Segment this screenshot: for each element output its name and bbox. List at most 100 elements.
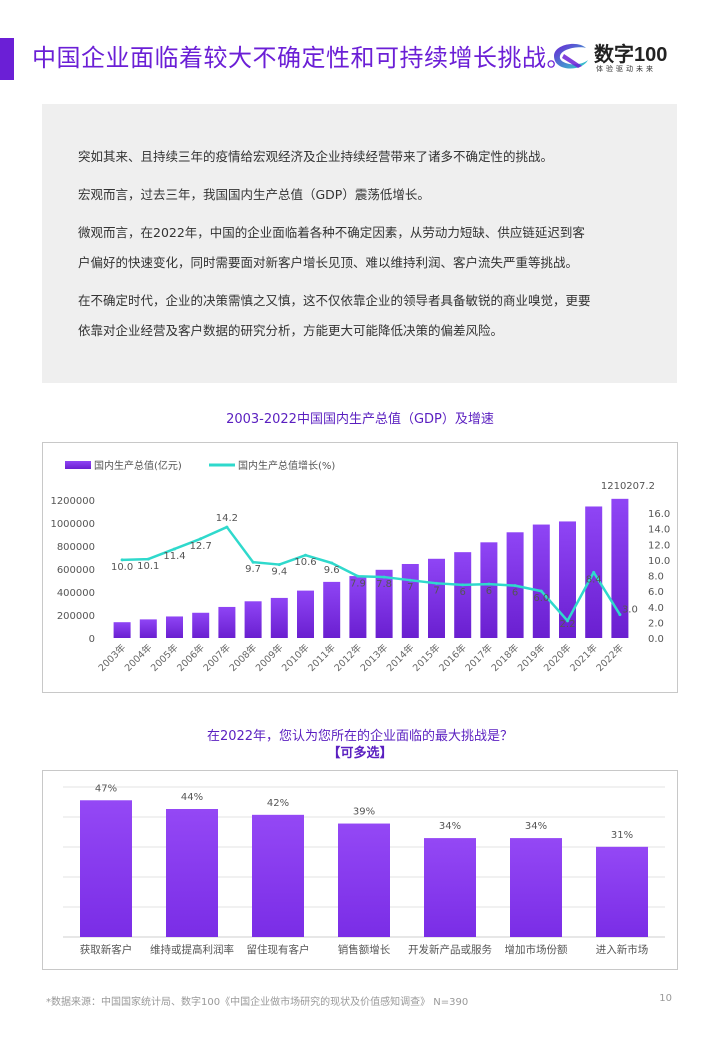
challenge-bar: [166, 809, 218, 937]
challenge-category-label: 增加市场份额: [505, 943, 568, 956]
x-tick-label: 2003年: [96, 641, 129, 674]
challenge-category-label: 获取新客户: [80, 943, 133, 956]
y-right-tick-label: 0.0: [648, 634, 664, 645]
intro-paragraph-4: 在不确定时代，企业的决策需慎之又慎，这不仅依靠企业的领导者具备敏锐的商业嗅觉，更…: [78, 286, 641, 346]
gdp-bar: [218, 606, 236, 638]
x-tick-label: 2022年: [594, 641, 627, 674]
growth-value-label: 12.7: [190, 541, 212, 552]
growth-value-label: 6.0: [533, 593, 549, 604]
brand-logo: 数字100 体验驱动未来: [548, 36, 678, 78]
y-left-tick-label: 0: [89, 634, 95, 645]
intro-paragraph-4-line-1: 在不确定时代，企业的决策需慎之又慎，这不仅依靠企业的领导者具备敏锐的商业嗅觉，更…: [78, 293, 591, 308]
growth-point: [382, 575, 386, 579]
challenge-value-label: 44%: [181, 792, 203, 803]
y-right-tick-label: 12.0: [648, 540, 670, 551]
growth-value-label: 3.0: [622, 605, 638, 616]
challenge-bar: [424, 838, 476, 937]
challenge-bar: [80, 800, 132, 937]
challenge-bar: [252, 814, 304, 937]
challenge-chart-frame: 47% 获取新客户 44% 维持或提高利润率 42% 留住现有客户 39% 销售额增长 34% 开…: [42, 770, 678, 970]
gdp-bar: [139, 619, 157, 638]
growth-value-label: 9.6: [324, 565, 340, 576]
y-left-tick-label: 400000: [57, 588, 95, 599]
growth-point: [304, 553, 307, 557]
growth-point: [330, 561, 334, 565]
challenge-chart: 47% 获取新客户 44% 维持或提高利润率 42% 留住现有客户 39% 销售额增长 34% 开…: [63, 783, 665, 956]
growth-value-label: 11.4: [163, 551, 185, 562]
y-right-tick-label: 2.0: [648, 618, 664, 629]
challenge-value-label: 31%: [611, 830, 633, 841]
growth-point: [592, 570, 596, 574]
growth-point: [120, 558, 124, 562]
x-tick-label: 2011年: [306, 641, 339, 674]
challenge-chart-subtitle: 【可多选】: [327, 746, 393, 761]
gdp-chart: 国内生产总值(亿元) 国内生产总值增长(%) 1200000 1000000 80000…: [50, 459, 670, 674]
x-tick-label: 2016年: [437, 641, 470, 674]
challenge-chart-title: 在2022年，您认为您所在的企业面临的最大挑战是？: [206, 729, 514, 744]
logo-text: 数字100: [594, 44, 668, 66]
gdp-bar: [480, 542, 498, 638]
x-tick-label: 2014年: [384, 641, 417, 674]
challenge-bar: [510, 838, 562, 937]
y-right-tick-label: 4.0: [648, 603, 664, 614]
growth-value-label: 6: [486, 586, 492, 597]
y-right-tick-label: 8.0: [648, 572, 664, 583]
y-right-tick-label: 16.0: [648, 509, 670, 520]
gdp-bar: [244, 601, 262, 638]
logo-slogan: 体验驱动未来: [596, 65, 656, 73]
title-accent-bar: [0, 38, 14, 80]
x-tick-label: 2013年: [358, 641, 391, 674]
challenge-value-label: 34%: [525, 821, 547, 832]
intro-paragraph-3-line-2: 户偏好的快速变化，同时需要面对新客户增长见顶、难以维持利润、客户流失严重等挑战。: [78, 255, 579, 270]
growth-value-label: 10.6: [294, 557, 316, 568]
y-left-tick-label: 600000: [57, 565, 95, 576]
growth-point: [225, 525, 229, 529]
x-tick-label: 2019年: [515, 641, 548, 674]
y-left-tick-label: 200000: [57, 611, 95, 622]
gdp-bar: [375, 569, 393, 638]
gdp-bar: [166, 616, 183, 638]
challenge-category-label: 进入新市场: [596, 943, 649, 956]
intro-text-box: 突如其来、且持续三年的疫情给宏观经济及企业持续经营带来了诸多不确定性的挑战。 宏…: [42, 104, 677, 383]
gdp-bar: [401, 563, 419, 638]
y-right-tick-label: 14.0: [648, 525, 670, 536]
gdp-bar: [113, 622, 131, 638]
x-tick-label: 2008年: [227, 641, 260, 674]
x-tick-label: 2020年: [541, 641, 574, 674]
growth-point: [408, 578, 412, 582]
challenge-bar: [338, 823, 390, 937]
x-tick-label: 2021年: [568, 641, 601, 674]
logo-mark-icon: [554, 43, 588, 69]
intro-paragraph-2: 宏观而言，过去三年，我国国内生产总值（GDP）震荡低增长。: [78, 187, 430, 202]
growth-value-label: 9.4: [271, 567, 287, 578]
growth-point: [461, 583, 465, 587]
growth-value-label: 10.0: [111, 562, 133, 573]
growth-value-label: 7.8: [376, 579, 392, 590]
growth-value-label: 8.4: [586, 574, 602, 585]
x-tick-label: 2004年: [122, 641, 155, 674]
gdp-bar: [323, 581, 341, 638]
y-left-tick-label: 1200000: [50, 496, 95, 507]
page-title: 中国企业面临着较大不确定性和可持续增长挑战。: [32, 44, 571, 72]
y-left-tick-label: 1000000: [50, 519, 95, 530]
challenge-category-label: 销售额增长: [338, 943, 391, 956]
growth-point: [435, 581, 438, 585]
intro-paragraph-1: 突如其来、且持续三年的疫情给宏观经济及企业持续经营带来了诸多不确定性的挑战。: [78, 149, 554, 164]
growth-point: [539, 589, 543, 593]
gdp-bar: [454, 552, 472, 638]
x-tick-label: 2017年: [463, 641, 496, 674]
legend-line-label: 国内生产总值增长(%): [238, 459, 335, 472]
gdp-bar: [532, 524, 550, 638]
growth-value-label: 7: [407, 582, 413, 593]
gdp-bar: [611, 498, 629, 638]
x-tick-label: 2009年: [253, 641, 286, 674]
growth-value-label: 2.2: [560, 619, 576, 630]
x-tick-label: 2010年: [279, 641, 312, 674]
growth-value-label: 6: [460, 587, 466, 598]
gdp-bar: [297, 590, 314, 638]
challenge-category-label: 维持或提高利润率: [150, 943, 234, 956]
growth-point: [513, 584, 517, 588]
y-right-tick-label: 6.0: [648, 587, 664, 598]
growth-value-label: 9.7: [245, 564, 261, 575]
page-number: 10: [659, 993, 672, 1004]
